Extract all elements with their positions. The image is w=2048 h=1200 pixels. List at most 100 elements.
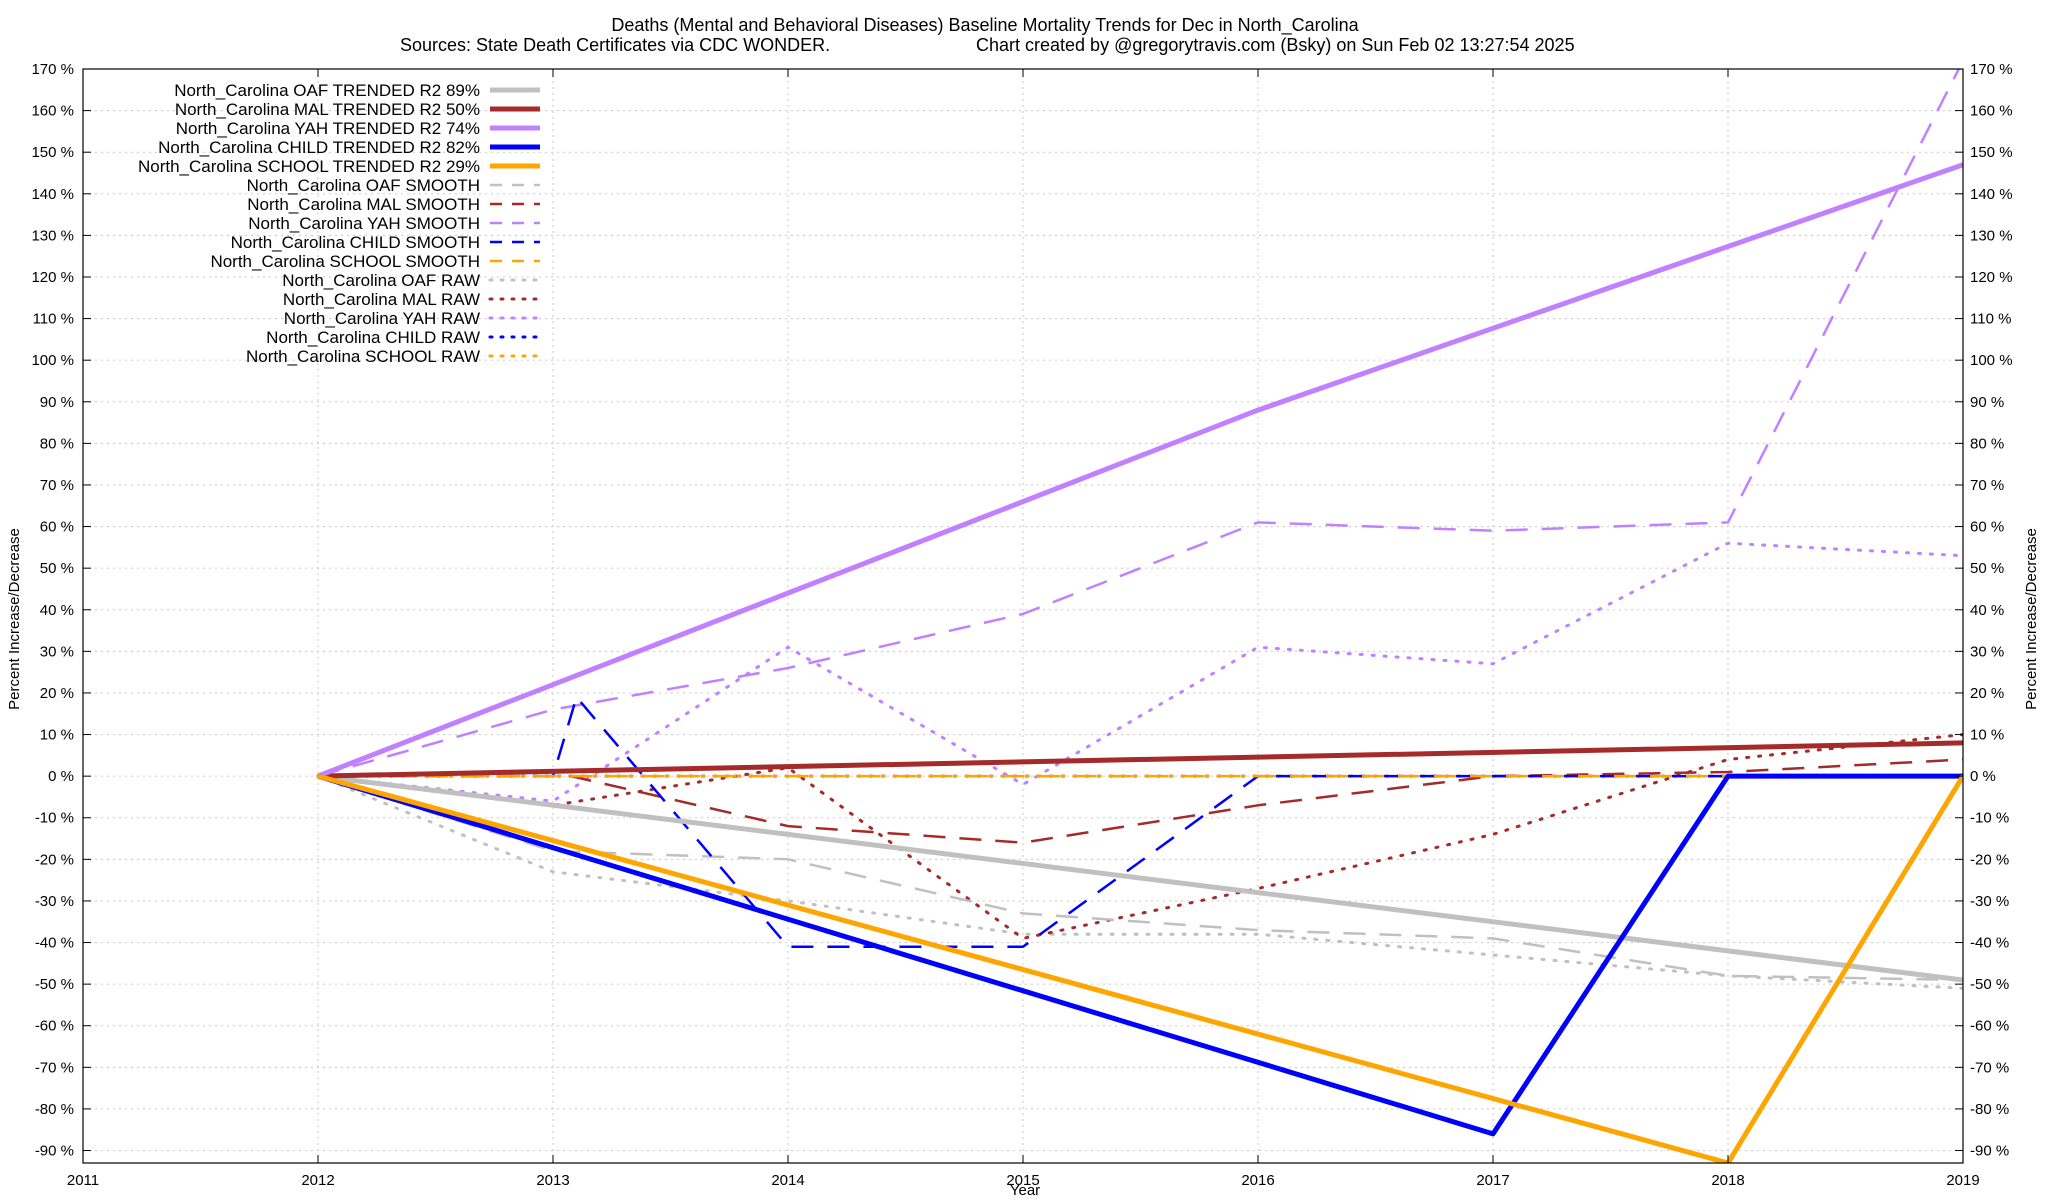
chart-subtitle-credit: Chart created by @gregorytravis.com (Bsk… [976,35,1575,55]
y2-tick-label: -60 % [1970,1018,2009,1035]
series-line-12 [316,541,1963,803]
chart-title: Deaths (Mental and Behavioral Diseases) … [611,15,1359,36]
y2-tick-label: -90 % [1970,1143,2009,1160]
y-tick-label: -40 % [35,935,74,952]
y-tick-label: -60 % [35,1018,74,1035]
series-line-8 [318,695,1963,948]
y2-tick-label: 140 % [1970,186,2013,203]
legend-label: North_Carolina YAH RAW [284,309,480,328]
x-tick-label: 2018 [1711,1172,1744,1189]
x-tick-label: 2013 [536,1172,569,1189]
y2-tick-label: 120 % [1970,269,2013,286]
x-tick-label: 2011 [67,1172,99,1189]
y-tick-label: 20 % [40,685,74,702]
legend-label: North_Carolina OAF TRENDED R2 89% [174,81,480,100]
x-tick-label: 2012 [301,1172,334,1189]
y2-tick-label: -30 % [1970,893,2009,910]
legend-label: North_Carolina MAL RAW [283,290,480,309]
y2-tick-label: 100 % [1970,352,2013,369]
series-line-3 [317,773,1963,1137]
series-line-6 [317,758,1963,844]
y-tick-label: 100 % [31,352,74,369]
legend-label: North_Carolina OAF RAW [282,271,480,290]
legend-label: North_Carolina SCHOOL SMOOTH [210,252,480,271]
y-tick-label: 0 % [48,768,74,785]
x-tick-label: 2016 [1241,1172,1274,1189]
y2-tick-label: 90 % [1970,394,2004,411]
y-tick-label: 140 % [31,186,74,203]
y-tick-label: -20 % [35,851,74,868]
y-tick-label: 10 % [40,727,74,744]
y-tick-label: -50 % [35,976,74,993]
y-tick-label: 110 % [33,311,74,328]
y2-tick-label: -40 % [1970,935,2009,952]
y-tick-label: 60 % [40,519,74,536]
y-tick-label: 80 % [40,435,74,452]
y2-tick-label: 50 % [1970,560,2004,577]
y2-tick-label: 150 % [1970,144,2013,161]
y2-tick-label: 130 % [1970,227,2013,244]
series-line-1 [317,740,1963,779]
y2-tick-label: 20 % [1970,685,2004,702]
y-tick-label: 90 % [40,394,74,411]
y2-tick-label: -20 % [1970,851,2009,868]
y2-tick-label: 70 % [1970,477,2004,494]
y2-tick-label: 80 % [1970,435,2004,452]
legend-label: North_Carolina OAF SMOOTH [247,176,480,195]
y2-tick-label: -80 % [1970,1101,2009,1118]
y-tick-label: 120 % [31,269,74,286]
y2-tick-label: 30 % [1970,643,2004,660]
legend-label: North_Carolina CHILD SMOOTH [231,233,480,252]
x-tick-label: 2015 [1006,1172,1039,1189]
legend-label: North_Carolina CHILD RAW [266,328,480,347]
legend-label: North_Carolina YAH SMOOTH [248,214,480,233]
y2-tick-label: 170 % [1970,61,2013,78]
y-tick-label: 30 % [40,643,74,660]
series-line-11 [316,733,1963,940]
grid [82,68,1964,1163]
y-tick-label: 130 % [31,227,74,244]
y2-axis-label: Percent Increase/Decrease [2023,528,2040,710]
y2-tick-label: 110 % [1970,311,2011,328]
chart-subtitle-sources: Sources: State Death Certificates via CD… [400,35,830,55]
y-tick-label: -70 % [35,1059,74,1076]
y-tick-label: 50 % [40,560,74,577]
y-axis-label: Percent Increase/Decrease [6,528,23,710]
y-tick-label: 150 % [31,144,74,161]
y2-tick-label: 10 % [1970,727,2004,744]
legend-label: North_Carolina SCHOOL TRENDED R2 29% [138,157,480,176]
y2-tick-label: -70 % [1970,1059,2009,1076]
series-line-10 [316,774,1963,990]
series-line-2 [317,162,1963,779]
y-tick-label: -10 % [35,810,74,827]
x-tick-label: 2019 [1946,1172,1979,1189]
legend-label: North_Carolina CHILD TRENDED R2 82% [158,138,480,157]
x-axis-label: Year [1010,1182,1040,1199]
y-tick-label: 160 % [31,103,74,120]
y2-tick-label: 60 % [1970,519,2004,536]
legend-label: North_Carolina MAL TRENDED R2 50% [175,100,480,119]
legend: North_Carolina OAF TRENDED R2 89%North_C… [138,81,542,366]
axis-ticks: 170 % 170 % 160 % 160 % 150 % 150 % 140 % 140 %… [31,61,2012,1189]
y2-tick-label: -50 % [1970,976,2009,993]
y2-tick-label: 160 % [1970,103,2013,120]
series-line-7 [317,69,1961,778]
y2-tick-label: 40 % [1970,602,2004,619]
x-tick-label: 2014 [771,1172,804,1189]
series-line-5 [317,774,1963,982]
y-tick-label: 170 % [31,61,74,78]
series-line-0 [317,773,1963,983]
x-tick-label: 2017 [1476,1172,1509,1189]
series-line-4 [317,773,1963,1163]
legend-label: North_Carolina SCHOOL RAW [246,347,480,366]
y-tick-label: 70 % [40,477,74,494]
y-tick-label: -90 % [35,1143,74,1160]
y-tick-label: 40 % [40,602,74,619]
y2-tick-label: -10 % [1970,810,2009,827]
legend-label: North_Carolina MAL SMOOTH [247,195,480,214]
legend-label: North_Carolina YAH TRENDED R2 74% [176,119,480,138]
y-tick-label: -80 % [35,1101,74,1118]
series-layer [316,69,1963,1163]
y2-tick-label: 0 % [1970,768,1996,785]
